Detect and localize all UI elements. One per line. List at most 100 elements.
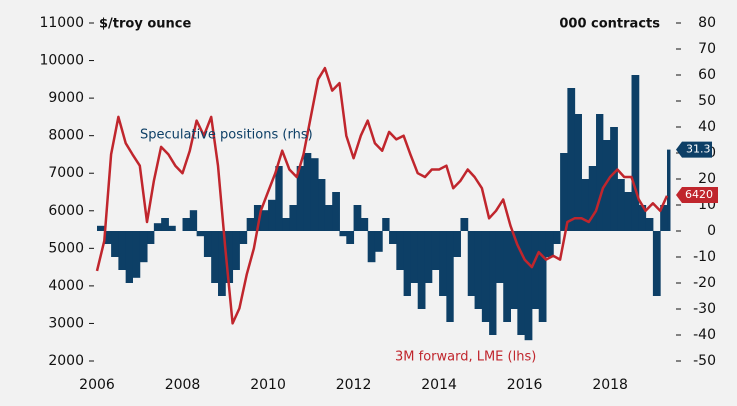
position-bar	[225, 231, 234, 283]
position-bar	[545, 231, 554, 257]
position-bar	[310, 158, 319, 231]
position-bar	[567, 88, 576, 231]
y2-tick-label: 80	[698, 15, 716, 31]
position-bar	[474, 231, 483, 309]
position-bar	[168, 225, 176, 231]
position-bar	[524, 231, 533, 341]
x-tick-label: 2016	[507, 377, 543, 393]
position-bar	[118, 231, 127, 270]
y2-tick-label: 20	[698, 171, 716, 187]
y2-tick-label: 70	[698, 41, 716, 57]
position-bar	[153, 223, 162, 231]
position-bar	[439, 231, 447, 296]
position-bar	[495, 231, 504, 283]
position-bar	[453, 231, 461, 257]
position-bar	[410, 231, 419, 283]
position-bar	[218, 231, 226, 296]
y2-tick-label: -50	[693, 353, 716, 369]
position-bar	[211, 231, 219, 283]
position-bar	[389, 231, 397, 244]
y2-tick-label: -10	[693, 249, 716, 265]
position-bar	[332, 192, 340, 231]
price-line	[95, 66, 669, 325]
position-bar	[638, 205, 647, 231]
position-bar	[367, 231, 376, 263]
position-bar	[246, 218, 255, 231]
y-tick-label: 2000	[48, 353, 84, 369]
position-bar	[538, 231, 547, 322]
position-bar	[275, 166, 283, 231]
position-bar	[346, 231, 355, 244]
position-bar	[324, 205, 333, 231]
legend-label: 3M forward, LME (lhs)	[395, 350, 536, 365]
y-tick-label: 8000	[48, 128, 84, 144]
position-bar	[318, 179, 326, 231]
value-label: 31.3	[686, 143, 711, 156]
position-bar	[553, 231, 561, 244]
position-bar	[111, 231, 119, 257]
position-bar	[360, 218, 369, 231]
y-tick-label: 7000	[48, 165, 84, 181]
position-bar	[667, 149, 671, 231]
y2-tick-label: 50	[698, 93, 716, 109]
x-tick-label: 2008	[165, 377, 201, 393]
position-bar	[353, 205, 362, 231]
position-bar	[631, 75, 640, 231]
position-bar	[503, 231, 512, 322]
position-bar	[560, 153, 568, 231]
position-bar	[97, 225, 105, 231]
y-tick-label: 10000	[39, 53, 84, 69]
y2-tick-label: -20	[693, 275, 716, 291]
value-label: 6420	[685, 188, 713, 201]
position-bar	[125, 231, 133, 283]
position-bar	[282, 218, 290, 231]
position-bar	[374, 231, 383, 252]
position-bar	[531, 231, 540, 309]
x-tick-label: 2006	[79, 377, 115, 393]
y-tick-label: 11000	[39, 15, 84, 31]
position-bar	[182, 218, 191, 231]
x-tick-label: 2012	[336, 377, 372, 393]
position-bar	[403, 231, 411, 296]
position-bar	[260, 210, 269, 231]
position-bar	[481, 231, 490, 322]
y-axis-label: $/troy ounce	[99, 17, 191, 32]
position-bar	[132, 231, 141, 278]
y2-tick-label: 40	[698, 119, 716, 135]
position-bar	[460, 218, 469, 231]
position-bar	[652, 231, 661, 296]
position-bar	[417, 231, 426, 309]
position-bar	[382, 218, 390, 231]
position-bar	[147, 231, 155, 244]
position-bar	[610, 127, 618, 231]
position-bar	[339, 231, 347, 237]
value-tag	[676, 141, 712, 158]
x-tick-label: 2014	[421, 377, 457, 393]
position-bar	[203, 231, 212, 257]
position-bar	[232, 231, 240, 270]
y-tick-label: 3000	[48, 315, 84, 331]
position-bar	[510, 231, 518, 309]
position-bar	[446, 231, 454, 322]
y-tick-label: 6000	[48, 203, 84, 219]
y2-tick-label: -30	[693, 301, 716, 317]
position-bar	[289, 205, 298, 231]
position-bar	[253, 205, 262, 231]
position-bar	[303, 153, 312, 231]
position-bar	[645, 218, 654, 231]
position-bar	[517, 231, 526, 335]
position-bar	[489, 231, 497, 335]
position-bar	[588, 166, 597, 231]
position-bar	[574, 114, 582, 231]
position-bar	[581, 179, 590, 231]
y-tick-label: 5000	[48, 240, 84, 256]
position-bar	[296, 166, 305, 231]
x-tick-label: 2018	[592, 377, 628, 393]
position-bar	[396, 231, 405, 270]
position-bar	[104, 231, 112, 244]
position-bar	[467, 231, 476, 296]
y2-tick-label: 60	[698, 67, 716, 83]
position-bar	[624, 192, 633, 231]
position-bar	[161, 218, 169, 231]
